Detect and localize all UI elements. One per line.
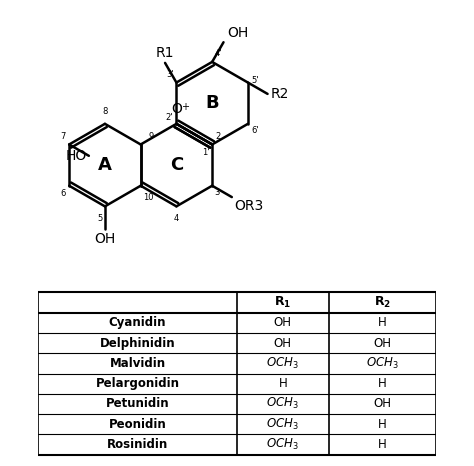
Text: OR3: OR3 [234, 199, 263, 213]
Text: H: H [378, 316, 387, 329]
Text: C: C [170, 156, 183, 174]
Text: 7: 7 [60, 132, 65, 141]
Text: R1: R1 [156, 46, 174, 60]
Text: 5': 5' [252, 76, 259, 85]
Text: 5: 5 [98, 214, 103, 223]
Text: $OCH_3$: $OCH_3$ [266, 437, 299, 452]
Text: H: H [378, 377, 387, 390]
Text: R2: R2 [271, 87, 289, 101]
Text: 4': 4' [214, 49, 222, 58]
Text: 9: 9 [148, 132, 154, 141]
Text: OH: OH [94, 233, 116, 247]
Text: $\mathbf{R_1}$: $\mathbf{R_1}$ [274, 295, 292, 310]
Text: H: H [378, 418, 387, 431]
Text: H: H [378, 438, 387, 451]
Text: Delphinidin: Delphinidin [100, 336, 175, 350]
Text: Peonidin: Peonidin [109, 418, 166, 431]
Text: Malvidin: Malvidin [109, 357, 165, 370]
Text: Rosinidin: Rosinidin [107, 438, 168, 451]
Text: $OCH_3$: $OCH_3$ [266, 356, 299, 371]
Text: Cyanidin: Cyanidin [109, 316, 166, 329]
Text: $OCH_3$: $OCH_3$ [366, 356, 399, 371]
Text: $\mathbf{R_2}$: $\mathbf{R_2}$ [374, 295, 391, 310]
Text: OH: OH [374, 397, 392, 411]
Text: 4: 4 [174, 214, 179, 223]
Text: OH: OH [374, 336, 392, 350]
Text: OH: OH [274, 336, 292, 350]
Text: 6: 6 [60, 190, 65, 199]
Text: 1': 1' [202, 148, 210, 157]
Text: $OCH_3$: $OCH_3$ [266, 417, 299, 432]
Text: 2: 2 [216, 132, 221, 141]
Text: $R_3$= sugar moiety: $R_3$= sugar moiety [181, 465, 293, 466]
Text: 3: 3 [214, 188, 220, 197]
Text: Petunidin: Petunidin [106, 397, 169, 411]
Text: 3': 3' [166, 70, 174, 79]
Text: 10: 10 [143, 193, 154, 202]
Text: Pelargonidin: Pelargonidin [95, 377, 180, 390]
Text: 2': 2' [165, 113, 173, 122]
Text: O: O [171, 103, 182, 116]
Text: A: A [98, 156, 112, 174]
Text: H: H [278, 377, 287, 390]
Text: +: + [182, 102, 190, 112]
Text: HO: HO [65, 149, 87, 163]
Text: B: B [205, 94, 219, 112]
Text: $OCH_3$: $OCH_3$ [266, 397, 299, 411]
Text: 6': 6' [252, 126, 259, 135]
Text: OH: OH [274, 316, 292, 329]
Text: 8: 8 [102, 107, 108, 116]
Text: OH: OH [227, 26, 248, 40]
